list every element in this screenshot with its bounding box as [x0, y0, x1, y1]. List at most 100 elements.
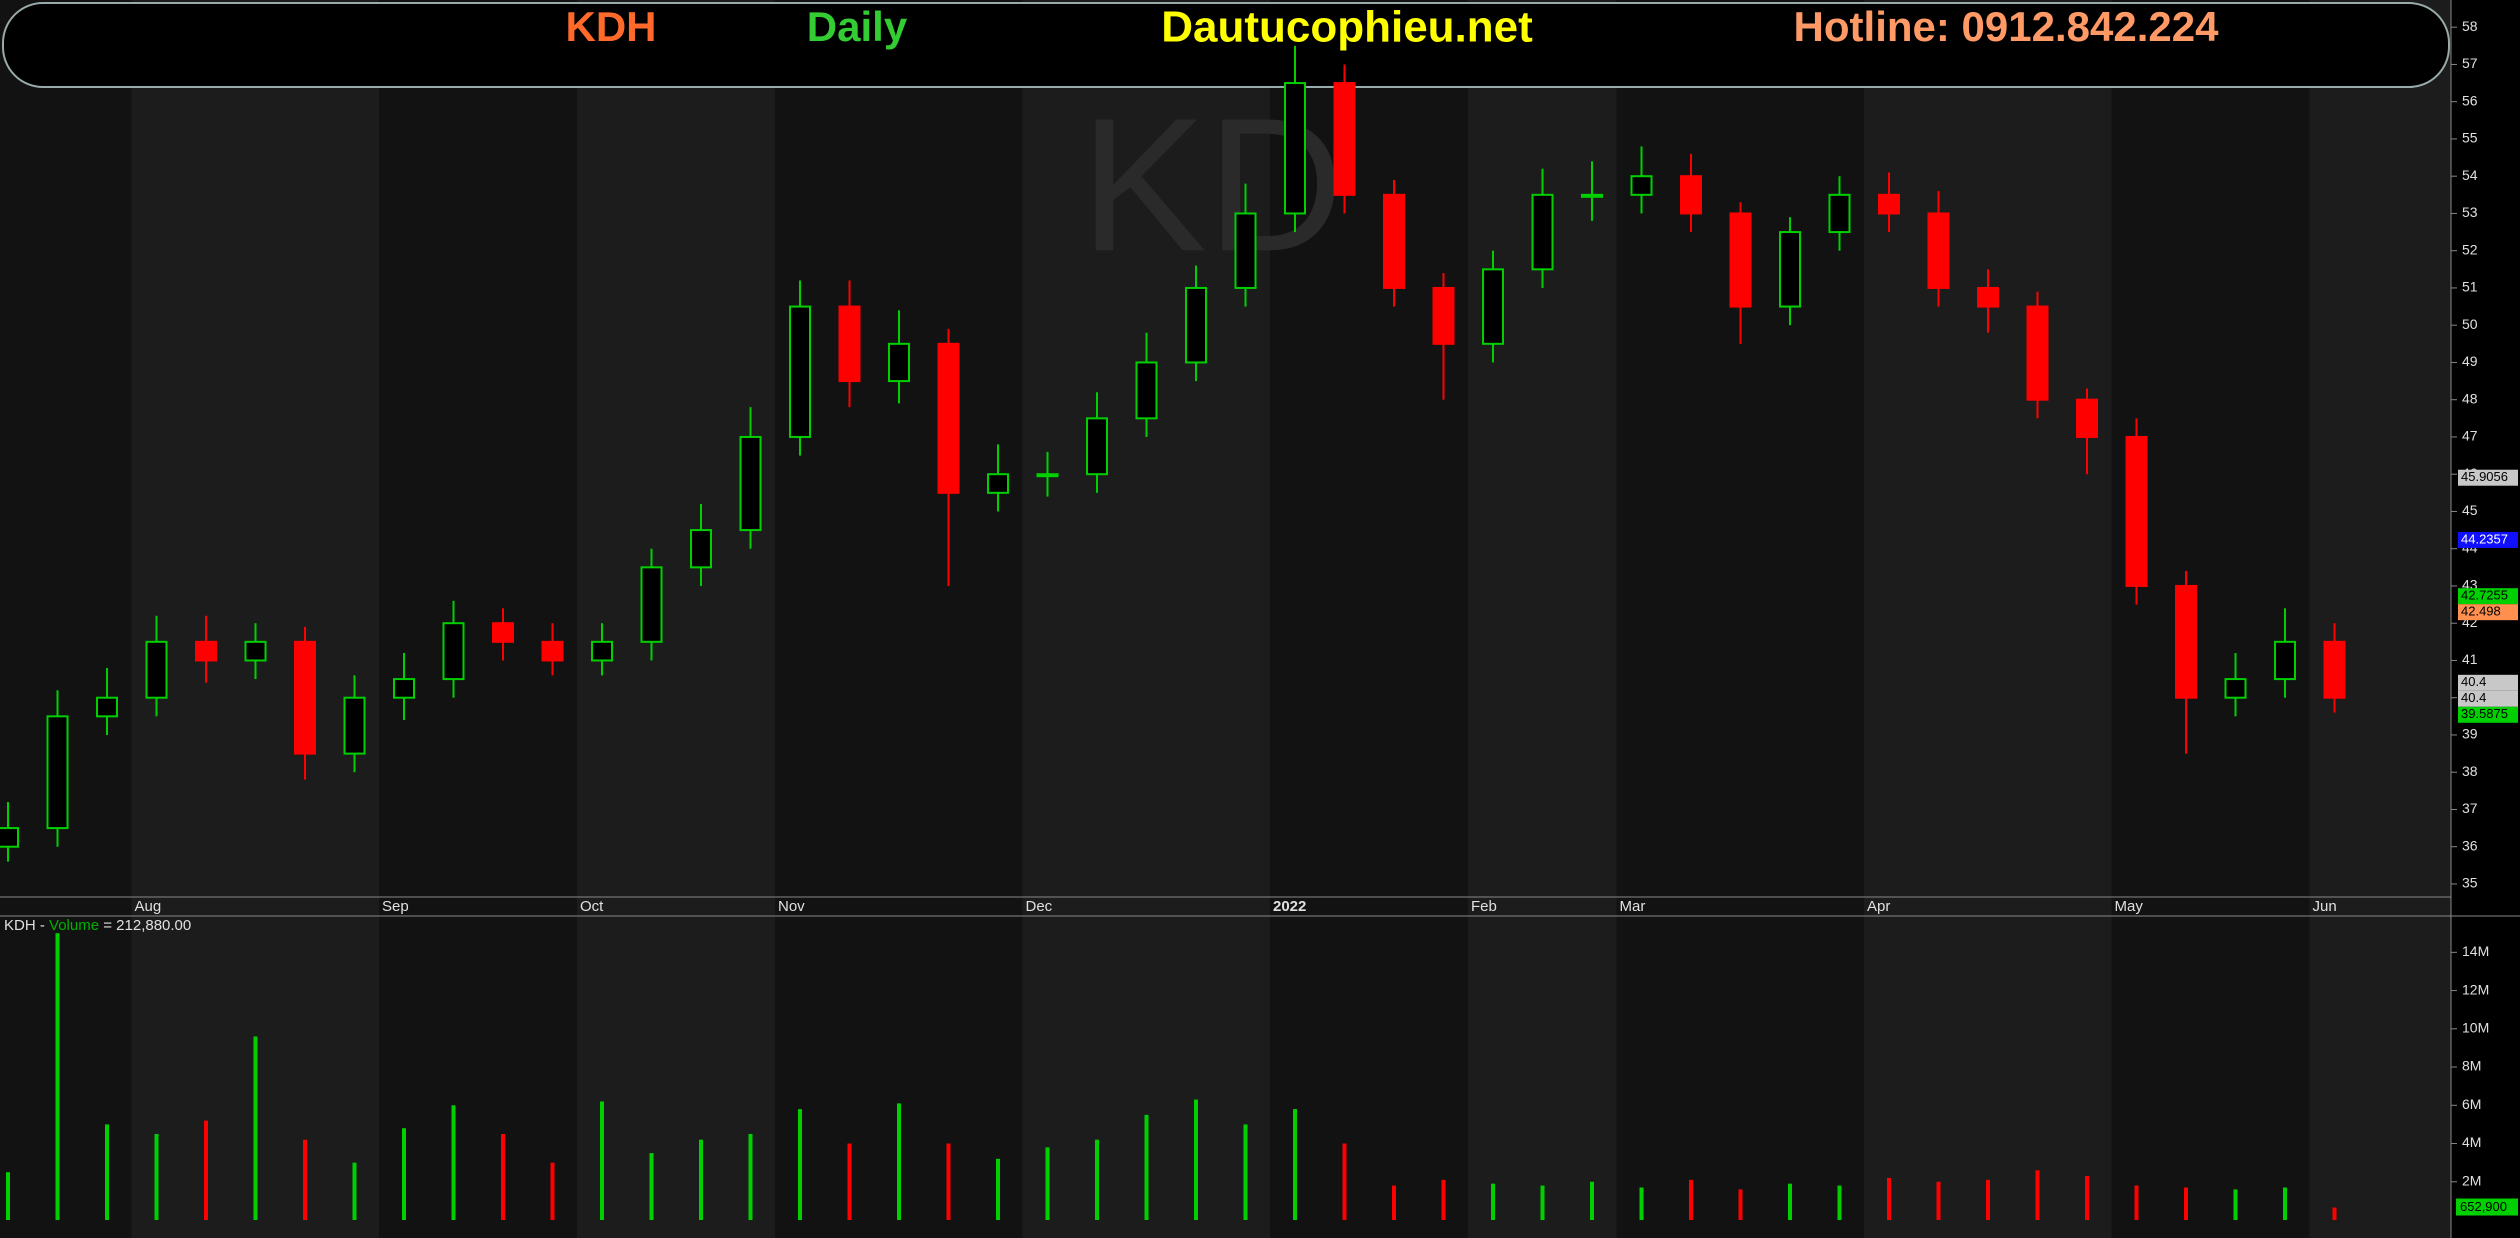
price-tag-label: 44.2357 [2461, 531, 2508, 546]
period: Daily [807, 3, 908, 50]
month-band [131, 0, 379, 1238]
volume-bar [1788, 1183, 1792, 1220]
candle-body [2026, 305, 2049, 401]
month-band [2309, 0, 2451, 1238]
month-band [0, 0, 132, 1238]
volume-bar [154, 1133, 159, 1220]
volume-bar [550, 1162, 555, 1220]
candle-body [2076, 398, 2098, 438]
month-band [1616, 0, 1864, 1238]
x-tick-label: 2022 [1273, 898, 1306, 915]
volume-bar [402, 1128, 406, 1220]
x-tick-label: Sep [382, 898, 409, 915]
candle-body [838, 305, 861, 383]
price-tag-label: 40.4 [2461, 690, 2486, 705]
price-tag [2458, 604, 2518, 621]
volume-bar [1491, 1183, 1495, 1220]
candle-body [739, 435, 762, 532]
volume-bar [1540, 1185, 1545, 1220]
volume-bar [1194, 1099, 1198, 1220]
y-tick-label: 48 [2462, 390, 2478, 406]
candle-body [1779, 231, 1801, 308]
y-tick-label: 52 [2462, 241, 2478, 257]
candle-body [937, 342, 960, 494]
y-tick-label: 49 [2462, 353, 2478, 369]
x-tick-label: Jun [2313, 898, 2337, 915]
price-tag [2458, 531, 2518, 548]
price-tag [2458, 674, 2518, 691]
candle-body [1581, 193, 1603, 198]
candle-body [2224, 678, 2247, 699]
volume-label: KDH - Volume = 212,880.00 [4, 917, 191, 934]
volume-bar [649, 1153, 654, 1220]
candle-body [1135, 361, 1158, 420]
volume-bar [352, 1162, 357, 1220]
y-tick-label: 53 [2462, 204, 2478, 220]
y-tick-label: 37 [2462, 800, 2478, 816]
month-band [1022, 0, 1270, 1238]
month-band [1864, 0, 2112, 1238]
y-tick-label: 6M [2462, 1096, 2481, 1112]
candle-body [1927, 212, 1950, 289]
price-tag-label: 42.498 [2461, 604, 2501, 619]
candle-body [492, 622, 514, 643]
y-tick-label: 57 [2462, 55, 2478, 71]
candle-body [690, 529, 712, 569]
month-bands [0, 0, 2451, 1238]
volume-bar [105, 1124, 109, 1220]
y-tick-label: 2M [2462, 1172, 2481, 1188]
hotline: Hotline: 0912.842.224 [1794, 3, 2220, 50]
volume-bar [2134, 1185, 2139, 1220]
month-band [775, 0, 1023, 1238]
candle-body [393, 678, 415, 699]
y-tick-label: 50 [2462, 316, 2478, 332]
month-band [577, 0, 775, 1238]
volume-bar [699, 1139, 703, 1220]
y-tick-label: 51 [2462, 279, 2478, 295]
x-tick-label: Apr [1867, 898, 1890, 915]
y-tick-label: 8M [2462, 1058, 2481, 1074]
candle-body [1977, 286, 1999, 308]
y-tick-label: 4M [2462, 1134, 2481, 1150]
volume-bar [847, 1143, 852, 1220]
candle-body [1729, 212, 1752, 308]
y-tick-label: 56 [2462, 92, 2478, 108]
x-tick-label: Dec [1026, 898, 1053, 915]
x-tick-label: Nov [778, 898, 805, 915]
volume-bar [1045, 1147, 1050, 1220]
volume-bar [748, 1133, 753, 1220]
volume-bar [1639, 1187, 1644, 1220]
candle-body [1432, 286, 1455, 345]
price-tag [2458, 706, 2518, 723]
price-tag [2458, 690, 2518, 707]
y-tick-label: 54 [2462, 167, 2478, 183]
candle-body [0, 827, 19, 848]
volume-bar [2085, 1176, 2089, 1220]
volume-bar [1738, 1189, 1743, 1220]
volume-bar [6, 1172, 10, 1220]
price-tag-label: 42.7255 [2461, 588, 2508, 603]
candle-body [2274, 640, 2296, 681]
candle-body [1680, 175, 1702, 215]
candle-body [46, 715, 69, 830]
volume-tag-label: 652,900 [2460, 1199, 2507, 1214]
volume-bar [1441, 1179, 1446, 1220]
candle-body [442, 622, 465, 681]
month-band [379, 0, 577, 1238]
volume-bar [253, 1036, 258, 1220]
candle-body [888, 342, 910, 383]
volume-bar [2283, 1187, 2287, 1220]
candle-body [1185, 286, 1207, 364]
site: Dautucophieu.net [1161, 3, 1533, 52]
month-band [2111, 0, 2310, 1238]
volume-bar [1095, 1139, 1099, 1220]
volume-bar [501, 1133, 505, 1220]
volume-bar [55, 933, 60, 1220]
volume-bar [1887, 1177, 1891, 1220]
candle-body [640, 566, 663, 643]
candle-body [1482, 268, 1504, 345]
x-tick-label: Mar [1620, 898, 1646, 915]
y-tick-label: 58 [2462, 18, 2478, 34]
volume-label-name: Volume [49, 917, 99, 934]
